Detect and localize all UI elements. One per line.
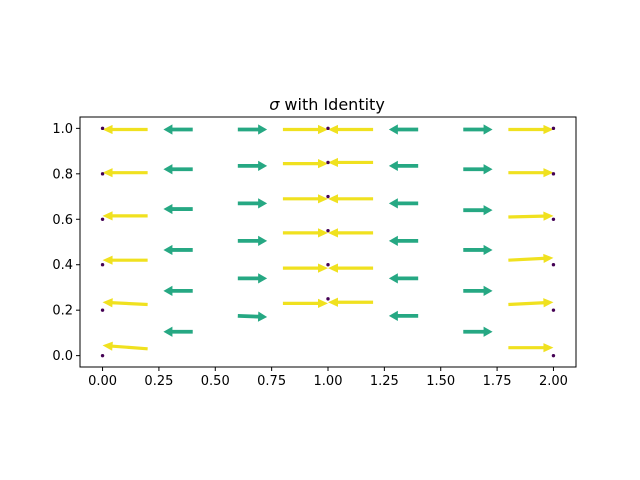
y-tick-label: 0.6 [52,213,73,228]
data-point-17 [551,126,556,131]
title-sigma-symbol: σ [269,95,280,114]
arrow-long-9 [282,194,328,204]
y-axis: 0.0 0.2 0.4 0.6 0.8 1.0 [52,122,80,364]
arrow-long-6 [282,298,328,308]
arrow-short-26 [163,244,193,256]
arrow-short-35 [237,124,268,135]
data-point-16 [551,172,556,176]
data-point-11 [326,126,330,131]
data-point-15 [551,217,556,221]
arrow-long-0 [102,341,148,351]
arrow-short-44 [463,244,493,256]
y-tick-label: 0.4 [52,258,73,273]
arrow-short-33 [237,198,268,209]
arrow-short-39 [388,198,419,209]
arrow-long-1 [102,298,148,308]
arrow-short-32 [237,235,268,246]
arrow-long-11 [282,124,328,135]
y-tick-label: 1.0 [52,122,73,137]
x-tick-label: 1.75 [483,374,512,389]
arrow-long-16 [328,157,374,168]
data-point-1 [100,308,105,312]
arrow-short-41 [388,124,419,135]
data-point-10 [326,160,330,165]
arrow-long-17 [328,124,374,135]
data-point-5 [100,126,105,131]
arrow-short-47 [463,124,493,135]
arrow-short-38 [388,235,419,246]
arrow-short-43 [463,285,493,296]
arrow-short-29 [163,124,193,135]
arrow-short-45 [463,205,493,216]
x-tick-label: 2.00 [539,374,568,389]
arrow-short-37 [388,273,419,284]
arrow-long-23 [508,124,554,135]
arrow-long-15 [328,194,374,204]
arrow-short-30 [237,311,268,322]
arrow-long-19 [508,298,554,308]
arrow-short-31 [237,273,268,284]
arrow-long-20 [508,253,554,264]
data-point-2 [100,263,105,267]
arrow-short-34 [237,160,268,171]
data-point-9 [326,194,330,199]
data-point-8 [326,228,330,233]
arrow-long-10 [282,158,328,169]
x-axis: 0.00 0.25 0.50 0.75 1.00 1.25 1.50 1.75 2.00 [88,367,568,389]
arrow-long-18 [508,343,554,353]
data-point-0 [100,353,105,358]
arrow-short-24 [163,326,193,337]
y-tick-label: 0.8 [52,167,73,182]
arrow-long-4 [102,168,148,178]
y-tick-label: 0.0 [52,349,73,364]
data-point-4 [100,172,105,176]
arrow-long-12 [328,297,374,307]
title-rest: with Identity [279,95,384,114]
data-point-6 [326,297,330,301]
x-tick-label: 1.25 [370,374,399,389]
arrow-long-5 [102,124,148,135]
arrow-long-2 [102,255,148,265]
x-tick-label: 1.50 [426,374,455,389]
arrow-short-36 [388,310,419,321]
arrow-short-46 [463,164,493,175]
y-tick-label: 0.2 [52,304,73,319]
chart-title: σ with Identity [269,95,385,114]
x-tick-label: 0.00 [88,374,117,389]
arrow-long-3 [102,211,148,221]
arrow-long-14 [328,228,374,238]
arrow-short-40 [388,160,419,171]
arrow-long-21 [508,211,554,221]
arrow-short-28 [163,164,193,175]
arrow-long-7 [282,263,328,273]
arrow-short-25 [163,285,193,296]
x-tick-label: 0.75 [257,374,286,389]
arrow-long-22 [508,168,554,178]
arrow-long-8 [282,228,328,238]
data-point-14 [551,263,556,267]
data-point-12 [551,353,556,358]
arrow-short-42 [463,326,493,337]
x-tick-label: 0.50 [201,374,230,389]
arrow-long-13 [328,263,374,273]
plot-area [100,124,556,358]
data-point-7 [326,263,330,267]
x-tick-label: 0.25 [144,374,173,389]
arrow-short-27 [163,203,193,215]
x-tick-label: 1.00 [314,374,343,389]
data-point-3 [100,217,105,221]
data-point-13 [551,308,556,312]
